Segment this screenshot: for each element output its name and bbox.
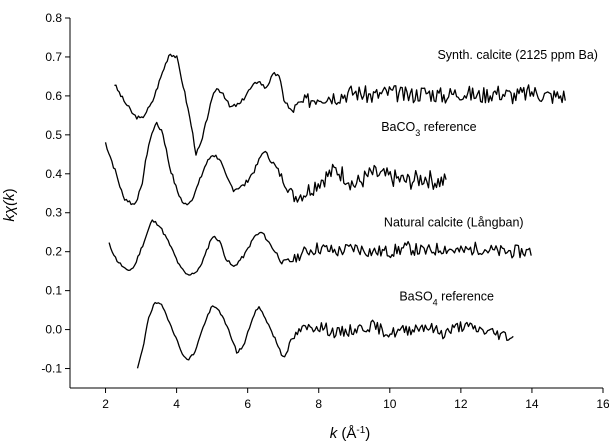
x-tick-label: 16 bbox=[596, 397, 609, 411]
series-label-3: BaSO4 reference bbox=[399, 289, 494, 307]
y-tick-label: 0.7 bbox=[45, 50, 62, 64]
axes bbox=[69, 18, 603, 389]
x-tick-label: 6 bbox=[244, 397, 251, 411]
y-tick-label: 0.3 bbox=[45, 206, 62, 220]
series-lines bbox=[104, 53, 566, 369]
x-axis-label: k (Å-1) bbox=[330, 425, 371, 443]
x-tick-label: 12 bbox=[454, 397, 468, 411]
y-axis-label: kχ(k) bbox=[1, 188, 18, 221]
x-tick-label: 14 bbox=[525, 397, 539, 411]
series-label-2: Natural calcite (Långban) bbox=[384, 215, 524, 229]
x-tick-label: 10 bbox=[383, 397, 397, 411]
y-tick-label: -0.1 bbox=[41, 362, 62, 376]
y-tick-label: 0.1 bbox=[45, 284, 62, 298]
series-line-0 bbox=[114, 53, 566, 156]
y-tick-label: 0.6 bbox=[45, 89, 62, 103]
series-label-1: BaCO3 reference bbox=[381, 120, 476, 138]
y-tick-label: 0.8 bbox=[45, 11, 62, 25]
x-tick-label: 4 bbox=[173, 397, 180, 411]
y-tick-label: 0.2 bbox=[45, 245, 62, 259]
y-ticks: -0.1 0.0 0.1 0.2 0.3 0.4 0.5 0.6 0.7 0.8 bbox=[41, 11, 70, 376]
y-tick-label: 0.5 bbox=[45, 128, 62, 142]
x-tick-label: 8 bbox=[315, 397, 322, 411]
y-tick-label: 0.4 bbox=[45, 167, 62, 181]
x-tick-label: 2 bbox=[102, 397, 109, 411]
x-ticks: 2 4 6 8 10 12 14 16 bbox=[102, 388, 609, 411]
y-tick-label: 0.0 bbox=[45, 323, 62, 337]
series-labels: Synth. calcite (2125 ppm Ba) BaCO3 refere… bbox=[381, 48, 598, 307]
series-label-0: Synth. calcite (2125 ppm Ba) bbox=[437, 48, 598, 62]
series-line-2 bbox=[108, 219, 532, 276]
series-line-1 bbox=[104, 121, 447, 206]
series-line-3 bbox=[136, 301, 514, 369]
